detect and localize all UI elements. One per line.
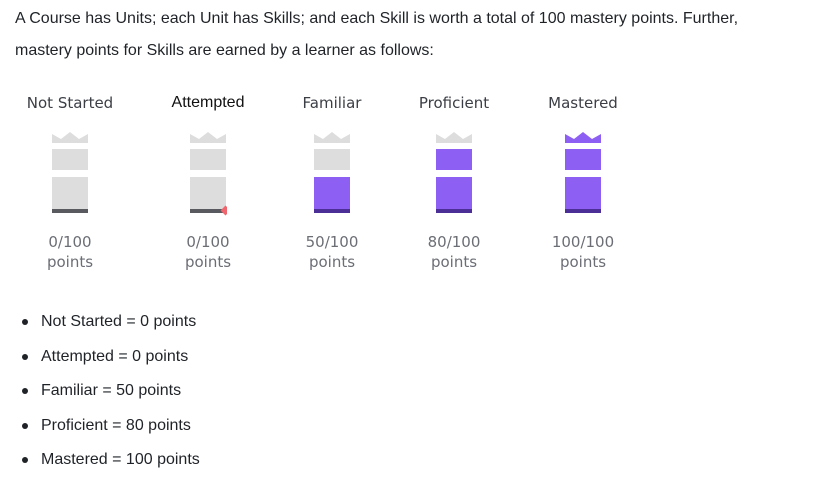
bullet-icon (22, 353, 28, 360)
points-value: 50/100 (305, 233, 359, 251)
bullet-icon (22, 319, 28, 325)
tower-middle-block (436, 149, 472, 170)
tower-middle-block (314, 149, 350, 170)
points-unit: points (430, 253, 478, 271)
tower-middle-block (565, 149, 601, 170)
list-item: Familiar = 50 points (17, 374, 200, 409)
crown-icon (314, 132, 350, 143)
points-unit: points (308, 253, 356, 271)
bullet-icon (22, 388, 28, 394)
intro-paragraph: A Course has Units; each Unit has Skills… (15, 3, 830, 67)
tower-body-block (190, 177, 226, 209)
tower-body-block (314, 177, 350, 209)
intro-line-2: mastery points for Skills are earned by … (15, 42, 434, 59)
tower-base (565, 209, 601, 213)
list-item: Proficient = 80 points (17, 409, 200, 444)
list-item: Attempted = 0 points (17, 340, 200, 375)
tower-base (314, 209, 350, 213)
bullet-icon (22, 457, 28, 463)
points-value: 0/100 (48, 233, 92, 251)
level-points: 0/100 points (143, 232, 273, 272)
points-value: 80/100 (427, 233, 481, 251)
level-points: 50/100 points (267, 232, 397, 272)
tower-body-block (436, 177, 472, 209)
points-unit: points (184, 253, 232, 271)
crown-icon (436, 132, 472, 143)
level-title: Not Started (26, 94, 114, 112)
mastery-tower-icon (435, 130, 473, 222)
mastery-tower-icon (189, 130, 227, 222)
points-value: 0/100 (186, 233, 230, 251)
mastery-tower-icon (564, 130, 602, 222)
mastery-tower-icon (313, 130, 351, 222)
tower-body-block (565, 177, 601, 209)
mastery-tower-icon (51, 130, 89, 222)
level-title: Mastered (548, 94, 618, 112)
crown-icon (190, 132, 226, 143)
level-points: 80/100 points (389, 232, 519, 272)
list-item: Mastered = 100 points (17, 443, 200, 478)
mastery-levels-figure: Not Started 0/100 points Attempted 0/100… (0, 86, 840, 286)
points-unit: points (559, 253, 607, 271)
points-value: 100/100 (551, 233, 615, 251)
attempt-marker-icon (220, 205, 227, 216)
tower-middle-block (190, 149, 226, 170)
tower-body-block (52, 177, 88, 209)
tower-base (190, 209, 226, 213)
crown-icon (52, 132, 88, 143)
level-points: 0/100 points (5, 232, 135, 272)
level-points: 100/100 points (518, 232, 648, 272)
tower-base (52, 209, 88, 213)
level-title: Familiar (302, 94, 362, 112)
list-item: Not Started = 0 points (17, 305, 200, 340)
level-title: Attempted (171, 94, 245, 111)
tower-middle-block (52, 149, 88, 170)
bullet-icon (22, 422, 28, 429)
points-list: Not Started = 0 points Attempted = 0 poi… (17, 305, 200, 478)
level-title: Proficient (418, 94, 490, 112)
crown-icon (565, 132, 601, 143)
intro-line-1: A Course has Units; each Unit has Skills… (15, 10, 739, 27)
points-unit: points (46, 253, 94, 271)
tower-base (436, 209, 472, 213)
